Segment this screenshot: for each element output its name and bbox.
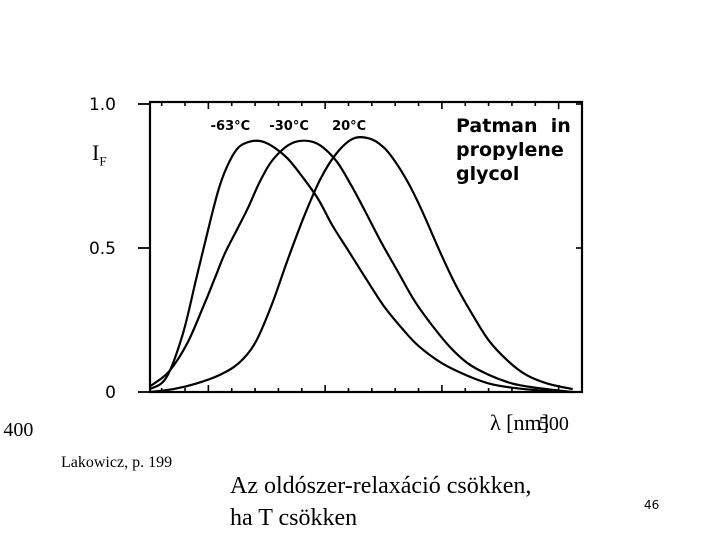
series-label-3: 20°C	[332, 119, 366, 134]
annotation-line-1: Patman in	[456, 115, 571, 137]
series-label-2: -30°C	[269, 119, 309, 134]
series-line-1	[149, 139, 573, 394]
series-line-2	[149, 139, 573, 394]
series-label-1: -63°C	[211, 119, 251, 134]
y-tick-label: 0	[105, 383, 116, 403]
y-axis-label: IF	[92, 140, 107, 169]
caption-line-1: Az oldószer-relaxáció csökken,	[230, 473, 532, 499]
x-tick-label: 500	[539, 413, 569, 435]
chart-annotation: Patman in propylene glycol	[456, 114, 571, 186]
x-tick-label: 400	[3, 419, 33, 441]
slide-caption: Az oldószer-relaxáció csökken, ha T csök…	[230, 470, 531, 534]
page-number: 46	[644, 498, 660, 512]
annotation-line-2: propylene	[456, 139, 564, 161]
annotation-line-3: glycol	[456, 163, 520, 185]
plot-frame	[148, 100, 584, 394]
caption-line-2: ha T csökken	[230, 505, 358, 531]
series-line-3	[149, 136, 573, 394]
source-citation: Lakowicz, p. 199	[61, 454, 173, 471]
x-axis-label: λ [nm]	[490, 410, 549, 435]
y-tick-label: 1.0	[89, 95, 116, 115]
y-axis-label-sub: F	[99, 153, 107, 169]
y-tick-label: 0.5	[89, 239, 116, 259]
y-axis-label-main: I	[92, 140, 100, 165]
